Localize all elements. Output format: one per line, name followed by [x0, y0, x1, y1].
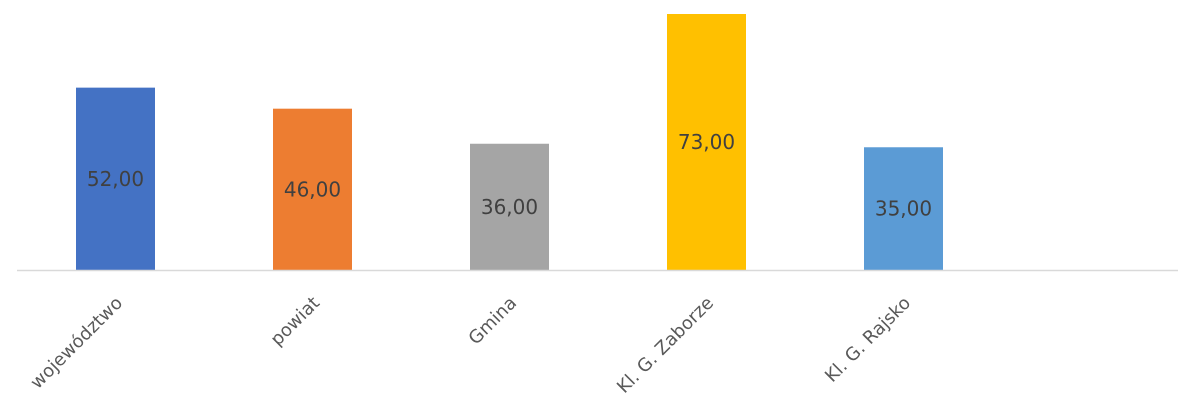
bar-3 [667, 14, 746, 270]
x-tick-label-4: Kl. G. Rajsko [821, 293, 915, 387]
x-tick-labels-layer: województwo powiat Gmina Kl. G. Zaborze Kl. … [26, 293, 915, 398]
data-label-0: 52,00 [87, 167, 144, 191]
data-label-4: 35,00 [875, 197, 932, 221]
data-label-1: 46,00 [284, 177, 341, 201]
x-tick-label-0: województwo [26, 293, 127, 394]
data-label-2: 36,00 [481, 195, 538, 219]
x-tick-label-3: Kl. G. Zaborze [613, 293, 718, 398]
bar-2 [470, 143, 549, 270]
bar-1 [273, 108, 352, 270]
bars-layer [76, 14, 943, 271]
x-tick-label-2: Gmina [465, 293, 522, 350]
data-labels-layer: 52,00 46,00 36,00 73,00 35,00 [87, 130, 932, 221]
x-tick-label-1: powiat [267, 293, 324, 350]
data-label-3: 73,00 [678, 130, 735, 154]
bar-4 [864, 147, 943, 270]
bar-0 [76, 87, 155, 271]
